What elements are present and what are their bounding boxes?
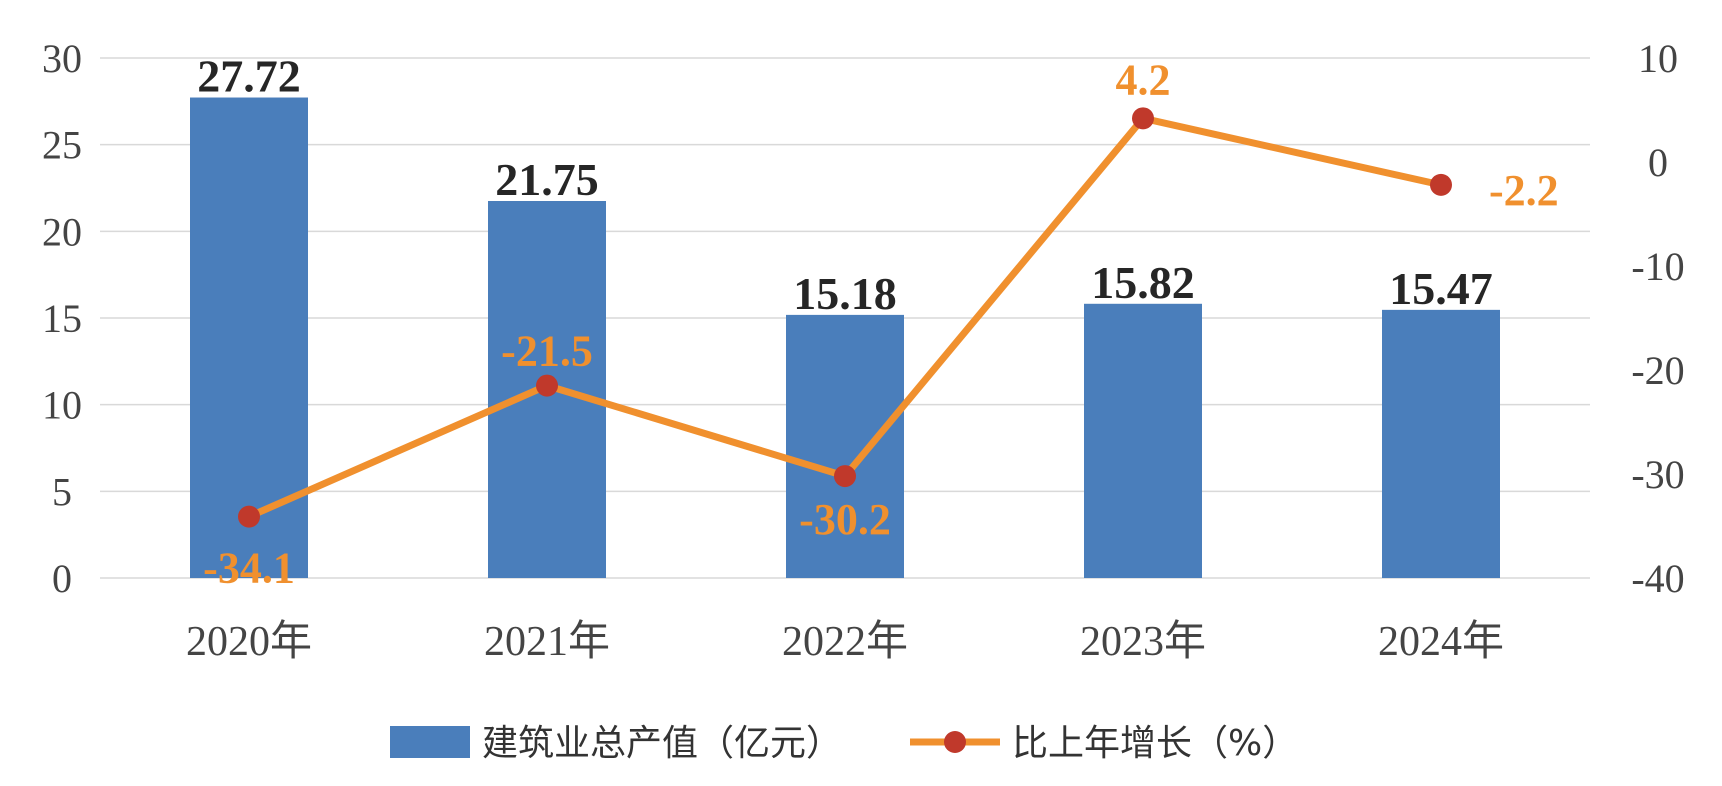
bar-value-label: 15.18 — [793, 268, 897, 319]
line-value-label: -34.1 — [203, 544, 295, 593]
bar-series — [190, 97, 1500, 579]
legend-line-marker — [944, 731, 966, 753]
bar-value-label: 15.82 — [1091, 257, 1195, 308]
y-left-tick-label: 20 — [42, 209, 82, 254]
data-labels: 27.72 21.75 15.18 15.82 15.47 -34.1 -21.5 -30.2… — [197, 51, 1558, 593]
y-left-tick-label: 10 — [42, 383, 82, 428]
y-right-tick-label: -10 — [1631, 244, 1684, 289]
line-value-label: -2.2 — [1489, 166, 1559, 215]
bar-value-label: 15.47 — [1389, 263, 1493, 314]
y-left-tick-label: 30 — [42, 36, 82, 81]
x-category-label: 2020年 — [186, 618, 312, 665]
bar — [1382, 309, 1500, 578]
bar-value-label: 21.75 — [495, 154, 599, 205]
x-category-label: 2023年 — [1080, 618, 1206, 665]
y-right-tick-label: -30 — [1631, 452, 1684, 497]
legend-bar-swatch — [390, 726, 470, 758]
line-series — [238, 107, 1452, 528]
x-category-label: 2024年 — [1378, 618, 1504, 665]
y-right-tick-label: -20 — [1631, 348, 1684, 393]
bar — [1084, 303, 1202, 578]
line-point-marker — [238, 505, 260, 528]
x-category-label: 2021年 — [484, 618, 610, 665]
legend-line-label: 比上年增长（%） — [1012, 723, 1298, 764]
line-point-marker — [1132, 107, 1154, 130]
y-left-tick-label: 25 — [42, 123, 82, 168]
line-value-label: 4.2 — [1116, 55, 1171, 104]
line-point-marker — [536, 374, 558, 397]
legend: 建筑业总产值（亿元） 比上年增长（%） — [390, 723, 1298, 764]
line-value-label: -21.5 — [501, 327, 593, 376]
x-category-label: 2022年 — [782, 618, 908, 665]
line-point-marker — [834, 465, 856, 488]
y-left-tick-label: 0 — [52, 556, 72, 601]
y-left-tick-label: 5 — [52, 469, 72, 514]
line-point-marker — [1430, 173, 1452, 196]
bar — [786, 314, 904, 578]
axes: 0 5 10 15 20 25 30 -40 -30 -20 -10 0 10 2020年 2021年 202… — [42, 36, 1685, 665]
y-right-tick-label: 10 — [1638, 36, 1678, 81]
y-right-tick-label: -40 — [1631, 556, 1684, 601]
line-value-label: -30.2 — [799, 495, 891, 544]
legend-bar-label: 建筑业总产值（亿元） — [482, 723, 842, 764]
y-left-tick-label: 15 — [42, 296, 82, 341]
y-right-tick-label: 0 — [1648, 140, 1668, 185]
bar-value-label: 27.72 — [197, 51, 301, 102]
